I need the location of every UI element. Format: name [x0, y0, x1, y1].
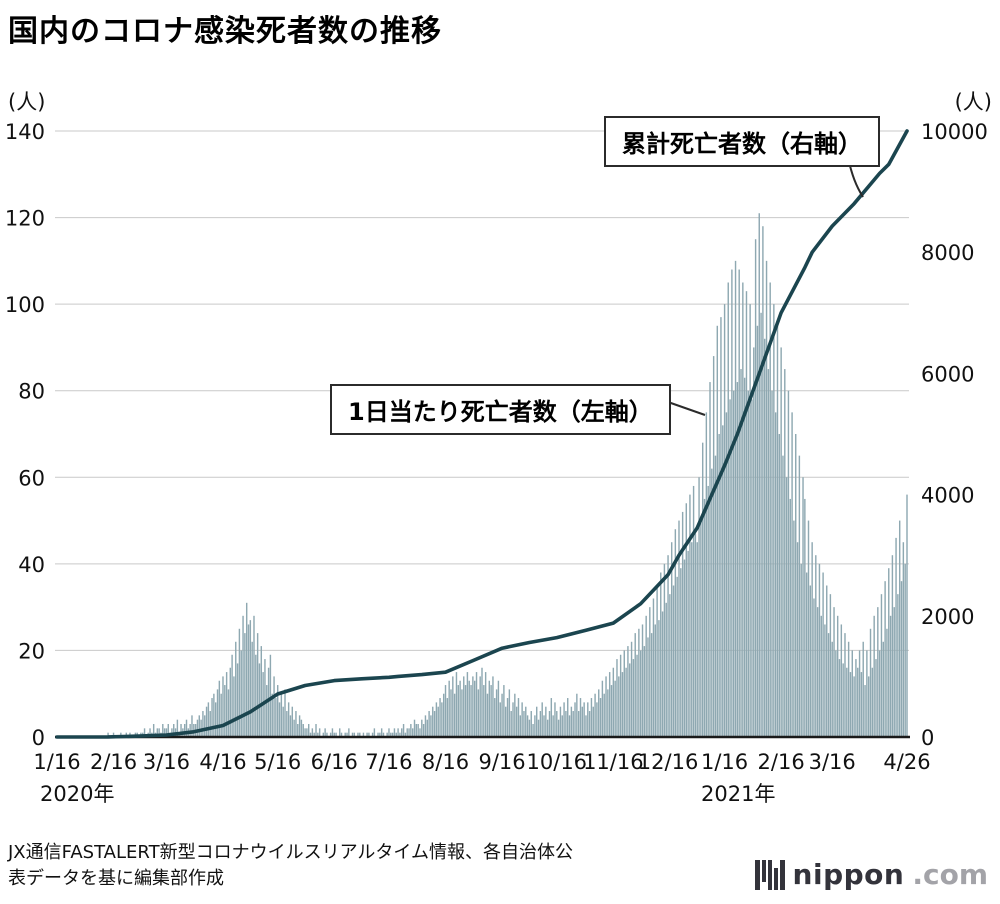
nippon-com-logo: nippon .com — [754, 858, 988, 891]
page-title: 国内のコロナ感染死者数の推移 — [8, 14, 442, 49]
svg-text:12/16: 12/16 — [638, 750, 699, 774]
svg-text:1/16: 1/16 — [701, 750, 748, 774]
svg-text:60: 60 — [18, 466, 45, 490]
svg-text:10000: 10000 — [921, 120, 988, 144]
svg-text:8/16: 8/16 — [422, 750, 469, 774]
year-label-2021: 2021年 — [701, 782, 776, 806]
left-axis-unit: (人) — [8, 90, 46, 114]
svg-text:2000: 2000 — [921, 605, 974, 629]
svg-text:80: 80 — [18, 380, 45, 404]
svg-text:20: 20 — [18, 639, 45, 663]
source-line-1: JX通信FASTALERT新型コロナウイルスリアルタイム情報、各自治体公 — [8, 842, 574, 863]
svg-text:11/16: 11/16 — [583, 750, 644, 774]
svg-text:10/16: 10/16 — [527, 750, 588, 774]
logo-suffix: .com — [912, 858, 988, 891]
svg-text:4000: 4000 — [921, 484, 974, 508]
svg-text:3/16: 3/16 — [809, 750, 856, 774]
svg-text:2/16: 2/16 — [758, 750, 805, 774]
svg-text:0: 0 — [921, 726, 934, 750]
source-line-2: 表データを基に編集部作成 — [8, 868, 224, 890]
svg-text:6/16: 6/16 — [311, 750, 358, 774]
right-axis-unit: (人) — [954, 90, 992, 114]
svg-text:140: 140 — [5, 120, 45, 144]
svg-text:6000: 6000 — [921, 362, 974, 386]
daily-deaths-callout: 1日当たり死亡者数（左軸） — [330, 384, 671, 435]
cumulative-deaths-callout: 累計死亡者数（右軸） — [604, 116, 880, 167]
svg-text:1/16: 1/16 — [33, 750, 80, 774]
svg-text:120: 120 — [5, 207, 45, 231]
logo-name: nippon — [792, 858, 905, 891]
source-credit: JX通信FASTALERT新型コロナウイルスリアルタイム情報、各自治体公 表デー… — [8, 840, 573, 892]
svg-text:8000: 8000 — [921, 241, 974, 265]
svg-text:3/16: 3/16 — [143, 750, 190, 774]
nippon-logo-icon — [754, 859, 785, 890]
svg-text:4/26: 4/26 — [883, 750, 930, 774]
svg-text:5/16: 5/16 — [254, 750, 301, 774]
svg-text:0: 0 — [32, 726, 45, 750]
svg-text:2/16: 2/16 — [90, 750, 137, 774]
svg-text:4/16: 4/16 — [199, 750, 246, 774]
svg-text:9/16: 9/16 — [478, 750, 525, 774]
svg-text:40: 40 — [18, 553, 45, 577]
svg-text:100: 100 — [5, 293, 45, 317]
svg-text:7/16: 7/16 — [365, 750, 412, 774]
year-label-2020: 2020年 — [40, 782, 115, 806]
